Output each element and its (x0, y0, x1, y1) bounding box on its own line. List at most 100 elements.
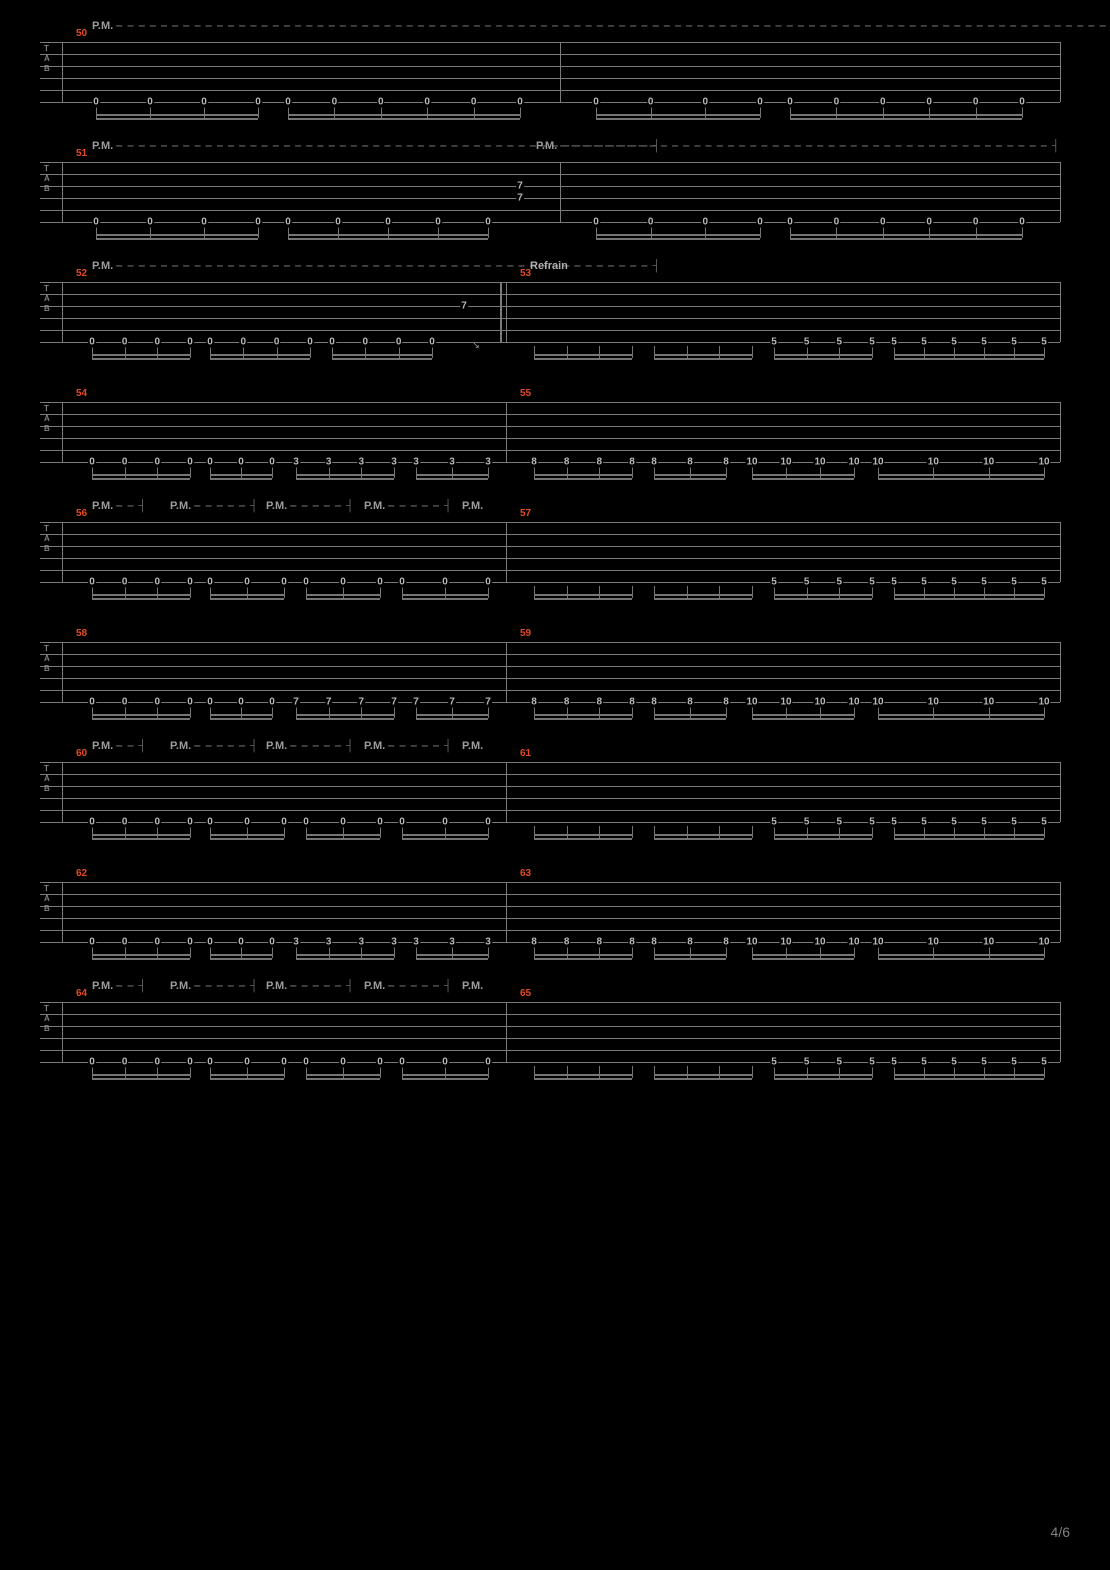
fret-number: 10 (871, 457, 884, 468)
annotation-row (40, 380, 1088, 402)
section-label: Refrain (530, 260, 568, 272)
palm-mute-mark: P.M. ‒ ‒ ‒ ‒ ‒ ‒ ‒ ‒ ‒ ‒ ‒ ‒ ‒ ‒ ‒ ‒ ‒ ‒… (92, 20, 1110, 32)
fret-number: 5 (1010, 1057, 1018, 1068)
fret-number: 0 (186, 457, 194, 468)
fret-number: 0 (88, 1057, 96, 1068)
fret-number: 8 (530, 937, 538, 948)
fret-number: 8 (596, 697, 604, 708)
fret-number: 5 (836, 577, 844, 588)
fret-number: 0 (398, 817, 406, 828)
palm-mute-mark: P.M. ‒ ‒ ‒ ‒ ‒ ┤ (266, 980, 355, 992)
fret-number: 0 (88, 697, 96, 708)
fret-number: 10 (813, 697, 826, 708)
fret-number: 0 (879, 97, 887, 108)
tab-staff: TAB606100000000000005555555555 (40, 762, 1060, 822)
fret-number: 5 (836, 817, 844, 828)
barline (1060, 162, 1061, 222)
fret-number: 10 (927, 457, 940, 468)
fret-number: 10 (982, 937, 995, 948)
fret-number: 10 (813, 937, 826, 948)
palm-mute-mark: P.M. ‒ ‒ ‒ ‒ ‒ ┤ (266, 500, 355, 512)
fret-number: 8 (563, 457, 571, 468)
tab-line: TAB6263000000033333338888888101010101010… (40, 860, 1088, 942)
tab-line: TAB5455000000033333338888888101010101010… (40, 380, 1088, 462)
tab-line: P.M. ‒ ‒ ┤P.M. ‒ ‒ ‒ ‒ ‒ ┤P.M. ‒ ‒ ‒ ‒ ‒… (40, 740, 1088, 822)
fret-number: 10 (745, 457, 758, 468)
fret-number: 0 (243, 1057, 251, 1068)
tab-staff: TAB6263000000033333338888888101010101010… (40, 882, 1060, 942)
palm-mute-mark: P.M. ‒ ‒ ‒ ‒ ‒ ┤ (364, 980, 453, 992)
barline (1060, 642, 1061, 702)
fret-number: 7 (358, 697, 366, 708)
annotation-row (40, 620, 1088, 642)
fret-number: 5 (980, 1057, 988, 1068)
fret-number: 0 (647, 97, 655, 108)
fret-number: 0 (121, 457, 129, 468)
tab-staff: TAB5000000000000000000000 (40, 42, 1060, 102)
fret-number: 0 (280, 577, 288, 588)
fret-number: 0 (88, 817, 96, 828)
palm-mute-mark: P.M. ‒ ‒ ‒ ‒ ‒ ┤ (170, 740, 259, 752)
fret-number: 10 (1037, 457, 1050, 468)
note-layer: 00000000000005555555555 (40, 1002, 1060, 1062)
annotation-row: P.M. ‒ ‒ ‒ ‒ ‒ ‒ ‒ ‒ ‒ ‒ ‒ ‒ ‒ ‒ ‒ ‒ ‒ ‒… (40, 260, 1088, 282)
fret-number: 8 (722, 457, 730, 468)
measure-number: 50 (76, 28, 87, 39)
measure-number: 58 (76, 628, 87, 639)
fret-number: 0 (154, 577, 162, 588)
palm-mute-mark: P.M. ‒ ‒ ‒ ‒ ‒ ‒ ‒ ‒ ‒ ‒ ‒ ‒ ‒ ‒ ‒ ‒ ‒ ‒… (536, 140, 1061, 152)
palm-mute-mark: P.M. ‒ ‒ ┤ (92, 980, 147, 992)
measure-number: 54 (76, 388, 87, 399)
measure-number: 53 (520, 268, 531, 279)
fret-number: 7 (484, 697, 492, 708)
palm-mute-mark: P.M. ‒ ‒ ‒ ‒ ‒ ┤ (170, 500, 259, 512)
fret-number: 0 (398, 577, 406, 588)
fret-number: 3 (484, 457, 492, 468)
fret-number: 0 (339, 1057, 347, 1068)
fret-number: 0 (206, 1057, 214, 1068)
measure-number: 65 (520, 988, 531, 999)
fret-number: 8 (530, 457, 538, 468)
fret-number: 0 (268, 697, 276, 708)
fret-number: 5 (1040, 817, 1048, 828)
annotation-row: P.M. ‒ ‒ ┤P.M. ‒ ‒ ‒ ‒ ‒ ┤P.M. ‒ ‒ ‒ ‒ ‒… (40, 500, 1088, 522)
fret-number: 0 (377, 97, 385, 108)
fret-number: 8 (563, 937, 571, 948)
annotation-row: P.M. ‒ ‒ ‒ ‒ ‒ ‒ ‒ ‒ ‒ ‒ ‒ ‒ ‒ ‒ ‒ ‒ ‒ ‒… (40, 140, 1088, 162)
fret-number: 0 (88, 937, 96, 948)
fret-number: 8 (596, 457, 604, 468)
fret-number: 5 (803, 817, 811, 828)
fret-number: 0 (280, 1057, 288, 1068)
fret-number: 3 (390, 937, 398, 948)
fret-number: 8 (628, 697, 636, 708)
fret-number: 0 (925, 97, 933, 108)
fret-number: 0 (280, 817, 288, 828)
fret-number: 0 (833, 97, 841, 108)
fret-number: 0 (121, 817, 129, 828)
fret-number: 8 (628, 937, 636, 948)
fret-number: 0 (284, 97, 292, 108)
fret-number: 8 (628, 457, 636, 468)
fret-number: 10 (779, 937, 792, 948)
page-number: 4/6 (1051, 1524, 1070, 1540)
tab-page: P.M. ‒ ‒ ‒ ‒ ‒ ‒ ‒ ‒ ‒ ‒ ‒ ‒ ‒ ‒ ‒ ‒ ‒ ‒… (0, 0, 1110, 1570)
annotation-row (40, 860, 1088, 882)
tab-line: P.M. ‒ ‒ ‒ ‒ ‒ ‒ ‒ ‒ ‒ ‒ ‒ ‒ ‒ ‒ ‒ ‒ ‒ ‒… (40, 140, 1088, 222)
fret-number: 10 (813, 457, 826, 468)
tab-staff: TAB565700000000000005555555555 (40, 522, 1060, 582)
fret-number: 10 (982, 457, 995, 468)
fret-number: 8 (686, 457, 694, 468)
fret-number: 5 (920, 577, 928, 588)
tab-staff: TAB51000000000000000000077 (40, 162, 1060, 222)
tab-line: P.M. ‒ ‒ ┤P.M. ‒ ‒ ‒ ‒ ‒ ┤P.M. ‒ ‒ ‒ ‒ ‒… (40, 500, 1088, 582)
fret-number: 0 (206, 817, 214, 828)
tab-staff: TAB5455000000033333338888888101010101010… (40, 402, 1060, 462)
fret-number: 0 (121, 577, 129, 588)
fret-number: 10 (779, 697, 792, 708)
tab-line: P.M. ‒ ‒ ‒ ‒ ‒ ‒ ‒ ‒ ‒ ‒ ‒ ‒ ‒ ‒ ‒ ‒ ‒ ‒… (40, 20, 1088, 102)
fret-number: 10 (847, 697, 860, 708)
fret-number: 10 (1037, 937, 1050, 948)
fret-number: 5 (836, 1057, 844, 1068)
fret-number: 0 (186, 937, 194, 948)
palm-mute-mark: P.M. ‒ ‒ ‒ ‒ ‒ ┤ (364, 740, 453, 752)
